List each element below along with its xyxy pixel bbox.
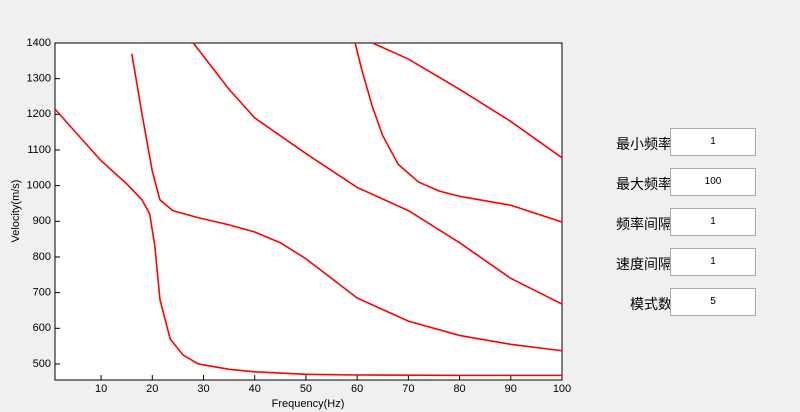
y-tick-label: 1200 — [27, 108, 51, 120]
x-tick-label: 70 — [402, 383, 414, 395]
y-tick-label: 700 — [33, 287, 51, 299]
x-tick-label: 90 — [505, 383, 517, 395]
x-tick-label: 50 — [300, 383, 312, 395]
y-tick-label: 1400 — [27, 37, 51, 49]
field-label: 速度间隔 — [616, 256, 672, 272]
y-tick-label: 900 — [33, 215, 51, 227]
field-label: 最小频率 — [616, 136, 672, 152]
y-tick-label: 800 — [33, 251, 51, 263]
y-tick-label: 1000 — [27, 180, 51, 192]
x-tick-label: 10 — [95, 383, 107, 395]
field-label: 模式数 — [630, 296, 672, 312]
mode-curve — [131, 53, 563, 352]
text-input[interactable]: 1 — [670, 208, 756, 236]
text-input[interactable]: 5 — [670, 288, 756, 316]
axes-frame — [54, 42, 563, 381]
y-tick-label: 500 — [33, 358, 51, 370]
y-tick-label: 600 — [33, 322, 51, 334]
form-row: 模式数 5 — [590, 288, 760, 316]
mode-curve — [354, 42, 563, 223]
x-tick-label: 20 — [146, 383, 158, 395]
text-input[interactable]: 1 — [670, 128, 756, 156]
form-row: 速度间隔 1 — [590, 248, 760, 276]
y-tick-label: 1300 — [27, 73, 51, 85]
chart: Frequency(Hz) Velocity(m/s) 10 20 30 40 50 60… — [10, 37, 571, 410]
mode-curve — [54, 108, 562, 377]
form-row: 频率间隔 1 — [590, 208, 760, 236]
text-input[interactable]: 1 — [670, 248, 756, 276]
form-row: 最小频率 1 — [590, 128, 760, 156]
field-label: 频率间隔 — [616, 216, 672, 232]
form-row: 最大频率 100 — [590, 168, 760, 196]
field-label: 最大频率 — [616, 176, 672, 192]
x-tick-label: 40 — [249, 383, 261, 395]
x-tick-label: 60 — [351, 383, 363, 395]
mode-curve — [192, 42, 563, 305]
mode-curve — [372, 42, 563, 159]
x-tick-label: 30 — [197, 383, 209, 395]
x-tick-label: 100 — [553, 383, 571, 395]
x-tick-label: 80 — [453, 383, 465, 395]
y-tick-label: 1100 — [27, 144, 51, 156]
y-axis-label: Velocity(m/s) — [10, 180, 22, 243]
text-input[interactable]: 100 — [670, 168, 756, 196]
plot-area — [55, 43, 562, 380]
x-axis-label: Frequency(Hz) — [272, 398, 345, 410]
